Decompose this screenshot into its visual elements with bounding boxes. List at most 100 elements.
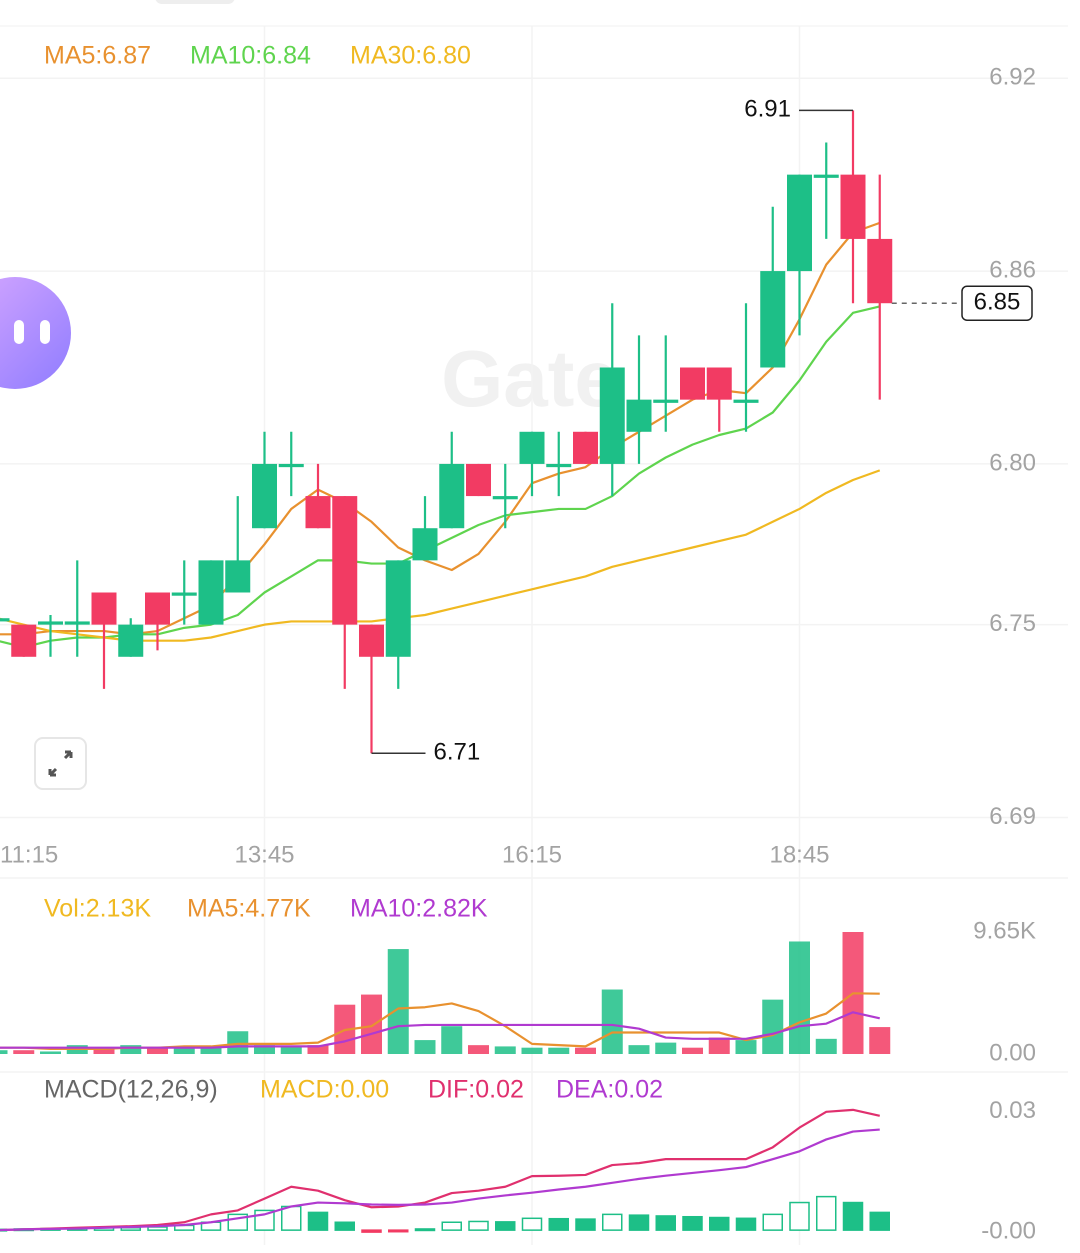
ma-line bbox=[0, 1011, 880, 1049]
candle-body bbox=[599, 367, 625, 464]
ma-line bbox=[0, 469, 881, 642]
candle-body bbox=[813, 174, 839, 178]
candle-body bbox=[64, 621, 90, 625]
expand-button-frame[interactable] bbox=[34, 737, 87, 790]
macd-bar bbox=[468, 1220, 489, 1231]
y-tick-label: 6.69 bbox=[989, 803, 1036, 830]
y-tick-label: 0.03 bbox=[989, 1097, 1036, 1124]
candle-body bbox=[412, 528, 438, 561]
chart-layers: 6.92 6.86 6.80 6.75 6.69 11:15 13:45 16:15 18:45… bbox=[0, 26, 1068, 1245]
candle-body bbox=[0, 618, 10, 622]
y-tick-label: 6.92 bbox=[989, 64, 1036, 91]
current-price-label: 6.85 bbox=[974, 289, 1021, 316]
assistant-eye bbox=[40, 320, 50, 344]
candle-body bbox=[492, 496, 518, 500]
candle-body bbox=[867, 238, 893, 304]
candle-body bbox=[626, 399, 652, 432]
volume-bar bbox=[762, 999, 784, 1054]
x-tick-label: 11:15 bbox=[0, 841, 58, 868]
macd-bar bbox=[495, 1221, 516, 1231]
expand-icon bbox=[48, 750, 73, 777]
candle-body bbox=[359, 624, 384, 657]
volume-bar bbox=[361, 994, 382, 1054]
macd-bar bbox=[575, 1218, 596, 1231]
volume-bar bbox=[548, 1047, 570, 1054]
y-tick-label: 6.75 bbox=[989, 610, 1036, 637]
candle-body bbox=[385, 560, 411, 657]
volume-bar bbox=[628, 1045, 650, 1054]
ma-line bbox=[0, 305, 881, 649]
macd-bar bbox=[548, 1217, 569, 1231]
volume-bar bbox=[227, 1031, 249, 1054]
candle-body bbox=[546, 463, 572, 468]
y-tick-label: 6.80 bbox=[989, 449, 1036, 476]
volume-bar bbox=[173, 1047, 195, 1054]
volume-bar bbox=[735, 1040, 757, 1054]
volume-bar bbox=[521, 1047, 543, 1054]
candle-body bbox=[466, 463, 491, 497]
macd-bar bbox=[816, 1195, 837, 1231]
candle-body bbox=[680, 367, 705, 400]
current-price-box bbox=[961, 285, 1033, 321]
macd-bar bbox=[842, 1201, 864, 1231]
macd-bar bbox=[789, 1201, 810, 1231]
candle-body bbox=[11, 624, 37, 657]
assistant-blob[interactable] bbox=[0, 277, 71, 389]
candle-body bbox=[278, 463, 304, 468]
volume-bar bbox=[254, 1045, 275, 1054]
volume-bar bbox=[147, 1047, 168, 1054]
assistant-eye bbox=[14, 320, 24, 344]
volume-bar bbox=[40, 1051, 61, 1054]
volume-bar bbox=[468, 1045, 489, 1054]
volume-bar bbox=[120, 1045, 142, 1054]
legend-item: DIF:0.02 bbox=[428, 1076, 524, 1104]
macd-bar bbox=[735, 1217, 757, 1231]
y-tick-label: 0.00 bbox=[989, 1039, 1036, 1066]
volume-bar bbox=[93, 1047, 115, 1054]
macd-bar bbox=[441, 1221, 462, 1231]
macd-bar bbox=[655, 1215, 676, 1231]
macd-bar bbox=[388, 1229, 409, 1233]
candle-body bbox=[198, 560, 224, 625]
y-tick-label: 6.86 bbox=[989, 256, 1036, 283]
assistant-bubble[interactable] bbox=[0, 277, 71, 389]
legend-item: MA10:2.82K bbox=[350, 895, 488, 923]
volume-bar bbox=[414, 1040, 436, 1054]
x-tick-label: 18:45 bbox=[769, 841, 829, 868]
volume-bar bbox=[387, 949, 409, 1054]
volume-bar bbox=[815, 1038, 837, 1054]
legend-item: MA5:4.77K bbox=[187, 895, 311, 923]
candle-body bbox=[38, 621, 63, 625]
volume-bar bbox=[789, 941, 810, 1054]
candle-body bbox=[225, 560, 251, 593]
y-tick-label: -0.00 bbox=[981, 1217, 1036, 1244]
candle-body bbox=[171, 592, 197, 596]
legend-item: MACD:0.00 bbox=[260, 1076, 389, 1104]
low-label: 6.71 bbox=[434, 739, 481, 766]
macd-bar bbox=[869, 1211, 890, 1231]
macd-bar bbox=[628, 1214, 650, 1231]
candle-body bbox=[519, 431, 545, 464]
volume-bar bbox=[307, 1045, 329, 1054]
legend-item: MA5:6.87 bbox=[44, 42, 151, 70]
candle-body bbox=[332, 496, 358, 625]
candle-body bbox=[573, 431, 598, 464]
macd-bar bbox=[762, 1213, 783, 1231]
volume-bar bbox=[494, 1046, 516, 1054]
ma-line bbox=[0, 221, 881, 636]
candle-body bbox=[760, 271, 786, 368]
macd-bar bbox=[602, 1213, 623, 1231]
watermark: Gate bbox=[441, 334, 619, 423]
macd-bar bbox=[281, 1205, 302, 1231]
volume-bar bbox=[655, 1042, 677, 1054]
volume-bar bbox=[200, 1047, 222, 1054]
legend-item: MA10:6.84 bbox=[190, 42, 311, 70]
expand-button[interactable] bbox=[34, 737, 87, 790]
volume-bar bbox=[708, 1037, 730, 1054]
candle-body bbox=[733, 399, 759, 403]
y-tick-label: 9.65K bbox=[973, 917, 1036, 944]
legend-item: MA30:6.80 bbox=[350, 42, 471, 70]
